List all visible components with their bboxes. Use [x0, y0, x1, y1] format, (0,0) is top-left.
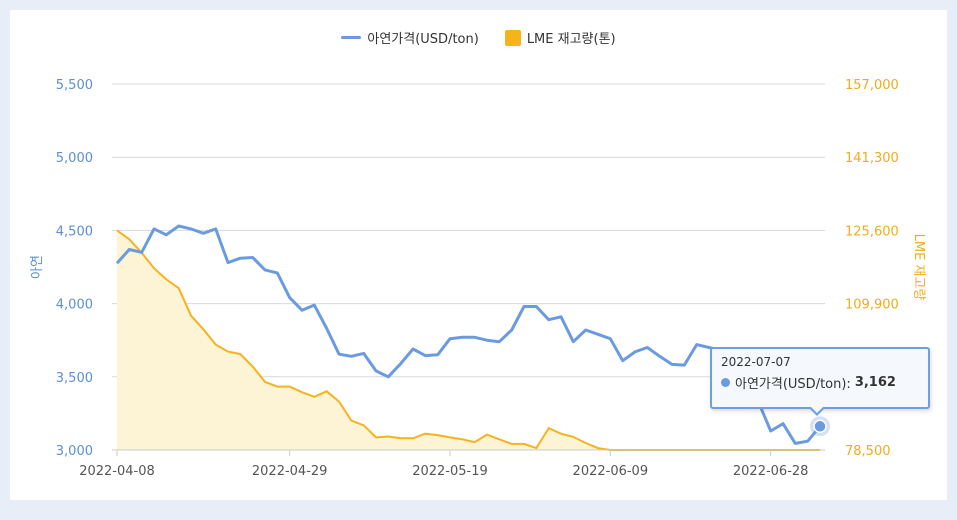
y-left-axis-title: 아연	[30, 255, 45, 279]
y-left-tick-label: 5,500	[56, 78, 93, 93]
y-left-tick-label: 5,000	[56, 151, 93, 166]
stock-area-fill	[117, 230, 820, 450]
axes: 3,00078,5003,50094,2004,000109,9004,5001…	[30, 78, 926, 479]
y-left-tick-label: 4,500	[56, 224, 93, 239]
y-right-axis-title: LME 재고량	[911, 234, 926, 301]
legend-label-stock: LME 재고량(톤)	[526, 32, 616, 47]
y-right-tick-label: 78,500	[845, 444, 891, 459]
y-right-tick-label: 109,900	[845, 298, 899, 313]
x-tick-label: 2022-04-29	[252, 464, 328, 479]
y-left-tick-label: 4,000	[56, 298, 93, 313]
zinc-price-line	[115, 224, 822, 445]
legend-item-lme-stock[interactable]: LME 재고량(톤)	[504, 28, 616, 47]
legend-item-zinc-price[interactable]: 아연가격(USD/ton)	[341, 28, 479, 47]
legend-swatch-stock	[504, 29, 521, 46]
hover-point	[813, 419, 827, 434]
stock-area	[117, 230, 820, 450]
tooltip-series-dot	[721, 378, 730, 387]
tooltip-series-label: 아연가격(USD/ton):	[735, 377, 851, 392]
hover-marker	[810, 416, 830, 437]
gridlines	[112, 83, 825, 378]
y-right-tick-label: 125,600	[845, 224, 899, 239]
y-left-tick-label: 3,000	[56, 444, 93, 459]
legend-swatch-zinc	[341, 36, 362, 39]
tooltip: 2022-07-07 아연가격(USD/ton): 3,162	[710, 347, 930, 409]
x-tick-label: 2022-05-19	[412, 464, 488, 479]
x-tick-label: 2022-04-08	[79, 464, 155, 479]
legend: 아연가격(USD/ton) LME 재고량(톤)	[0, 28, 957, 47]
y-right-tick-label: 157,000	[845, 78, 899, 93]
tooltip-date: 2022-07-07	[721, 355, 791, 369]
x-tick-label: 2022-06-09	[573, 464, 649, 479]
tooltip-value: 3,162	[854, 375, 896, 390]
legend-label-zinc: 아연가격(USD/ton)	[367, 32, 479, 47]
y-left-tick-label: 3,500	[56, 371, 93, 386]
y-right-tick-label: 141,300	[845, 151, 899, 166]
x-tick-label: 2022-06-28	[733, 464, 809, 479]
tooltip-arrow-inner	[810, 406, 824, 413]
